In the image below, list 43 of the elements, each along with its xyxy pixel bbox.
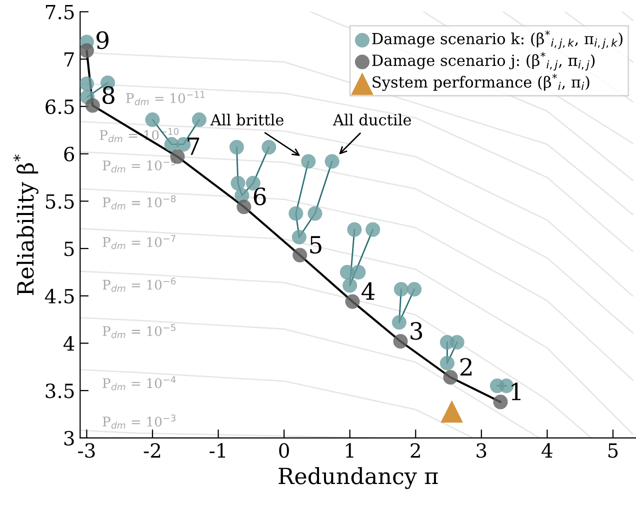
annotation: P$_{dm}$ = 10$^{−7}$ <box>102 235 176 250</box>
y-tick-label: 5.5 <box>46 194 74 209</box>
y-axis-title: Reliability β$^{*}$ <box>13 154 38 296</box>
x-tick-label: -2 <box>144 443 160 458</box>
annotation: P$_{dm}$ = 10$^{−5}$ <box>102 324 176 338</box>
x-tick-label: -3 <box>78 443 95 458</box>
x-tick-label: 3 <box>476 443 486 458</box>
annotation: P$_{dm}$ = 10$^{−11}$ <box>126 91 205 106</box>
annotation: 2 <box>460 358 472 376</box>
annotation: 9 <box>96 31 108 50</box>
annotation: 4 <box>362 282 375 300</box>
y-tick-label: 3.5 <box>46 384 74 398</box>
x-tick-label: -1 <box>210 443 225 458</box>
annotation: 8 <box>102 86 114 104</box>
annotation: P$_{dm}$ = 10$^{−4}$ <box>102 376 176 390</box>
legend-label: System performance (β$^{*}$$_{i}$, π$_{i}$) <box>372 74 590 91</box>
y-tick-label: 4 <box>64 336 74 351</box>
annotation: All brittle <box>210 114 284 126</box>
annotation: 5 <box>310 236 322 254</box>
annotation: P$_{dm}$ = 10$^{−3}$ <box>102 414 176 429</box>
annotation: P$_{dm}$ = 10$^{−6}$ <box>102 278 176 292</box>
annotation: P$_{dm}$ = 10$^{−8}$ <box>102 195 176 210</box>
annotation: 7 <box>188 138 200 155</box>
y-tick-label: 7.5 <box>46 4 74 20</box>
y-tick-label: 6 <box>64 146 74 162</box>
y-tick-label: 4.5 <box>44 288 74 304</box>
x-tick-label: 0 <box>279 443 289 458</box>
x-tick-label: 2 <box>410 443 420 458</box>
x-tick-label: 1 <box>346 443 354 458</box>
y-tick-label: 3 <box>64 430 74 446</box>
x-tick-label: 4 <box>542 443 552 458</box>
legend-label: Damage scenario j: (β$^{*}$$_{i,j}$, π$_{i,j}$) <box>372 52 595 71</box>
y-tick-label: 5 <box>64 242 74 256</box>
annotation: All ductile <box>332 114 411 126</box>
annotation: P$_{dm}$ = 10$^{−9}$ <box>102 158 176 173</box>
y-tick-label: 6.5 <box>46 99 74 114</box>
legend-label: Damage scenario k: (β$^{*}$$_{i,j,k}$, π$_{i,j,k}$) <box>372 30 622 49</box>
x-tick-label: 5 <box>608 443 618 458</box>
x-axis-title: Redundancy π <box>278 467 438 489</box>
annotation: 6 <box>254 188 266 206</box>
y-tick-label: 7 <box>64 52 74 66</box>
annotation: 3 <box>410 322 422 340</box>
annotation: 1 <box>512 382 520 400</box>
